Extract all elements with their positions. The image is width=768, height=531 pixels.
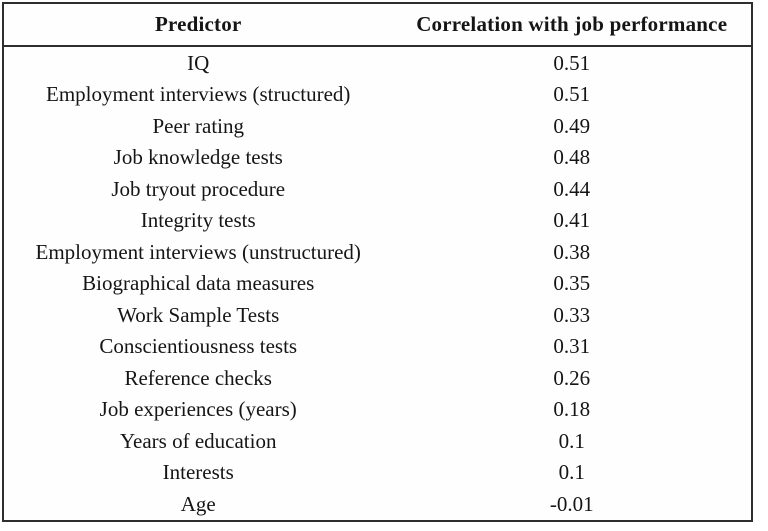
table-row: Conscientiousness tests 0.31 — [4, 331, 751, 363]
predictor-cell: IQ — [187, 50, 210, 75]
correlation-cell: 0.33 — [553, 302, 591, 327]
table-row: Employment interviews (structured) 0.51 — [4, 79, 751, 111]
predictor-cell: Employment interviews (structured) — [46, 82, 351, 107]
correlation-cell: 0.1 — [558, 428, 585, 453]
correlation-cell: 0.48 — [553, 145, 591, 170]
correlation-cell: 0.51 — [553, 82, 591, 107]
correlation-cell: 0.49 — [553, 113, 591, 138]
predictor-cell: Integrity tests — [140, 208, 256, 233]
correlation-cell: -0.01 — [549, 491, 594, 516]
correlation-cell: 0.44 — [553, 176, 591, 201]
predictor-cell: Biographical data measures — [82, 271, 315, 296]
correlation-cell: 0.41 — [553, 208, 591, 233]
predictor-cell: Conscientiousness tests — [99, 334, 298, 359]
predictor-correlation-table: Predictor Correlation with job performan… — [4, 4, 751, 520]
table-row: Interests 0.1 — [4, 457, 751, 489]
predictor-cell: Work Sample Tests — [117, 302, 280, 327]
column-header-predictor: Predictor — [4, 4, 393, 47]
predictor-cell: Interests — [162, 460, 234, 485]
table-row: Peer rating 0.49 — [4, 111, 751, 143]
table-row: Job experiences (years) 0.18 — [4, 394, 751, 426]
column-header-correlation: Correlation with job performance — [392, 4, 751, 47]
table-row: Job tryout procedure 0.44 — [4, 174, 751, 206]
correlation-cell: 0.31 — [553, 334, 591, 359]
table-row: Biographical data measures 0.35 — [4, 268, 751, 300]
table-row: Work Sample Tests 0.33 — [4, 300, 751, 332]
correlation-cell: 0.26 — [553, 365, 591, 390]
predictor-cell: Job tryout procedure — [111, 176, 286, 201]
header-row: Predictor Correlation with job performan… — [4, 4, 751, 47]
table-frame: Predictor Correlation with job performan… — [2, 2, 753, 522]
correlation-cell: 0.38 — [553, 239, 591, 264]
predictor-cell: Employment interviews (unstructured) — [35, 239, 361, 264]
correlation-cell: 0.1 — [558, 460, 585, 485]
predictor-cell: Age — [180, 491, 216, 516]
table-row: Job knowledge tests 0.48 — [4, 142, 751, 174]
table-row: IQ 0.51 — [4, 46, 751, 79]
correlation-cell: 0.35 — [553, 271, 591, 296]
predictor-cell: Peer rating — [152, 113, 244, 138]
table-row: Age -0.01 — [4, 489, 751, 521]
table-row: Years of education 0.1 — [4, 426, 751, 458]
predictor-cell: Job knowledge tests — [113, 145, 283, 170]
table-body: IQ 0.51 Employment interviews (structured)… — [4, 46, 751, 520]
correlation-cell: 0.51 — [553, 50, 591, 75]
table-row: Reference checks 0.26 — [4, 363, 751, 395]
predictor-cell: Job experiences (years) — [99, 397, 297, 422]
predictor-cell: Reference checks — [124, 365, 272, 390]
table-row: Employment interviews (unstructured) 0.38 — [4, 237, 751, 269]
correlation-cell: 0.18 — [553, 397, 591, 422]
predictor-cell: Years of education — [119, 428, 277, 453]
table-row: Integrity tests 0.41 — [4, 205, 751, 237]
